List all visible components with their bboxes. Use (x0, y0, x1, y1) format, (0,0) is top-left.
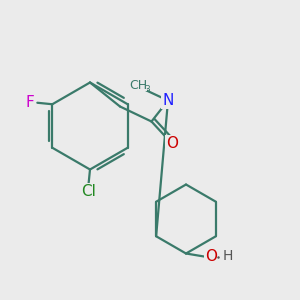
Text: F: F (26, 95, 34, 110)
Text: Cl: Cl (81, 184, 96, 200)
Text: CH: CH (129, 79, 147, 92)
Text: H: H (223, 250, 233, 263)
Text: O: O (206, 249, 218, 264)
Text: O: O (167, 136, 178, 152)
Text: 3: 3 (145, 85, 151, 94)
Text: N: N (162, 93, 174, 108)
